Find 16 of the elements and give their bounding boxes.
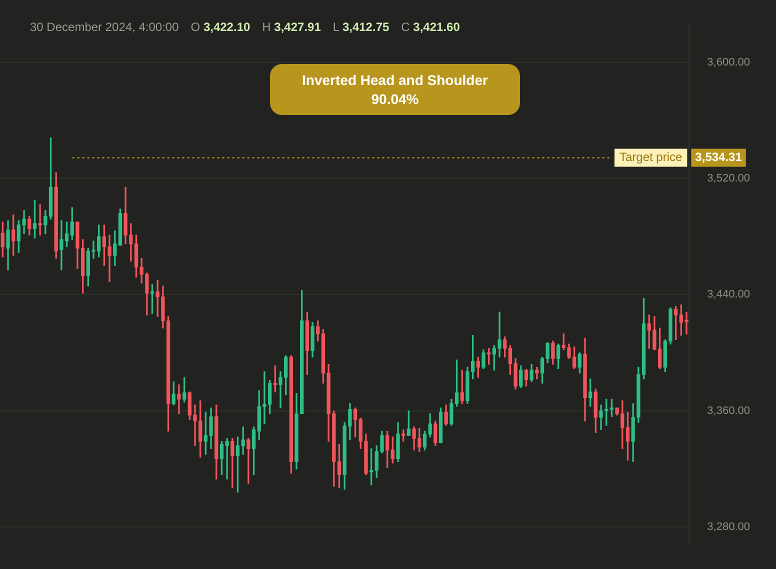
annotation: L 3,412.75 [332,20,390,34]
annotation: O 3,422.10 [190,20,250,34]
candlestick [177,384,181,414]
candlestick [246,438,250,484]
y-tick-label: 3,280.00 [707,521,750,534]
title-badge: Inverted Head and Shoulder 90.04% [270,64,520,115]
y-tick-label: 3,360.00 [707,404,750,417]
y-tick-label: 3,520.00 [707,172,750,185]
annotation: H 3,427.91 [262,20,321,34]
y-tick-label: 3,600.00 [707,56,750,68]
y-tick-label: 3,440.00 [707,288,750,301]
annotation: C 3,421.60 [401,20,460,34]
text: 3,534.31 [695,150,742,164]
candlestick [38,204,42,236]
ref-line-label: Target price [619,150,683,164]
annotation: 30 December 2024, 4:00:00 [30,20,179,34]
